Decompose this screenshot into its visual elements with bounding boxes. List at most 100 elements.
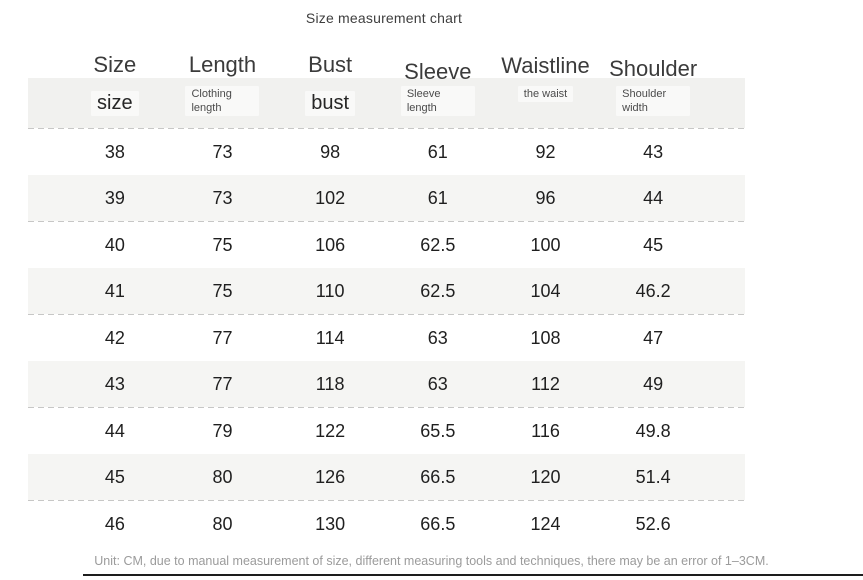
table-row-46: 46 80 130 66.5 124 52.6 (28, 501, 745, 547)
table-cell: 66.5 (420, 466, 456, 487)
table-cell: 116 (531, 420, 560, 441)
table-cell: 39 (104, 187, 125, 208)
table-cell: 110 (315, 280, 345, 301)
bottom-border-line (83, 574, 863, 576)
dashed-divider (28, 128, 745, 129)
subheader-waistline: the waist (492, 78, 600, 128)
table-row-38: 38 73 98 61 92 43 (28, 129, 745, 175)
subheader-length: Clothing length (169, 78, 277, 128)
table-cell: 63 (427, 327, 448, 348)
table-row-42: 42 77 114 63 108 47 (28, 315, 745, 361)
table-row-39: 39 73 102 61 96 44 (28, 175, 745, 221)
column-header-label: Shoulder (609, 56, 698, 81)
table-row-43: 43 77 118 63 112 49 (28, 361, 745, 407)
table-cell: 43 (104, 373, 125, 394)
table-cell: 102 (315, 187, 346, 208)
table-cell: 75 (212, 280, 233, 301)
column-header-size: Size (61, 52, 169, 78)
table-cell: 45 (104, 466, 125, 487)
table-cell: 108 (530, 327, 561, 348)
column-header-label: Length (188, 52, 257, 77)
column-header-label: Sleeve (404, 59, 472, 84)
subheader-bust: bust (276, 78, 384, 128)
table-cell: 61 (427, 187, 448, 208)
table-cell: 75 (212, 234, 233, 255)
size-table: Size Length Bust Sleeve Waistline Shoulder si… (28, 44, 745, 547)
table-cell: 41 (104, 280, 125, 301)
dashed-divider (28, 407, 745, 408)
dashed-divider (28, 500, 745, 501)
table-cell: 52.6 (635, 513, 671, 534)
header-row: Size Length Bust Sleeve Waistline Shoulder (28, 44, 745, 84)
table-cell: 120 (530, 466, 561, 487)
table-cell: 106 (315, 234, 346, 255)
table-cell: 73 (212, 141, 233, 162)
table-cell: 46.2 (635, 280, 671, 301)
subheader-sleeve: Sleeve length (384, 78, 492, 128)
table-cell: 40 (104, 234, 125, 255)
table-cell: 77 (212, 373, 233, 394)
table-row-41: 41 75 110 62.5 104 46.2 (28, 268, 745, 314)
subheader-label: the waist (517, 86, 574, 102)
dashed-divider (28, 314, 745, 315)
table-cell: 96 (535, 187, 556, 208)
column-header-label: Waistline (501, 53, 590, 78)
table-cell: 61 (427, 141, 448, 162)
table-cell: 44 (643, 187, 664, 208)
column-header-waistline: Waistline (492, 52, 600, 78)
table-cell: 98 (320, 141, 341, 162)
table-cell: 42 (104, 327, 125, 348)
table-cell: 73 (212, 187, 233, 208)
table-row-40: 40 75 106 62.5 100 45 (28, 222, 745, 268)
table-cell: 49.8 (635, 420, 671, 441)
table-cell: 112 (531, 373, 560, 394)
table-cell: 62.5 (420, 280, 456, 301)
table-row-44: 44 79 122 65.5 116 49.8 (28, 408, 745, 454)
column-header-label: Size (93, 52, 137, 77)
subheader-label: size (91, 90, 139, 116)
column-header-sleeve: Sleeve (384, 52, 492, 84)
table-cell: 104 (530, 280, 561, 301)
table-cell: 49 (643, 373, 664, 394)
table-cell: 80 (212, 513, 233, 534)
unit-footnote: Unit: CM, due to manual measurement of s… (94, 554, 769, 568)
table-cell: 118 (315, 373, 345, 394)
column-header-label: Bust (308, 52, 353, 77)
column-header-bust: Bust (276, 52, 384, 78)
table-cell: 79 (212, 420, 233, 441)
table-cell: 66.5 (420, 513, 456, 534)
dashed-divider (28, 221, 745, 222)
table-cell: 122 (315, 420, 346, 441)
table-cell: 38 (104, 141, 125, 162)
subheader-label: Clothing length (185, 86, 260, 116)
subheader-label: bust (305, 90, 356, 116)
chart-title: Size measurement chart (305, 10, 463, 26)
table-cell: 126 (315, 466, 346, 487)
table-cell: 100 (530, 234, 561, 255)
table-cell: 43 (643, 141, 664, 162)
column-header-length: Length (169, 52, 277, 78)
table-cell: 130 (315, 513, 346, 534)
table-cell: 62.5 (420, 234, 456, 255)
subheader-shoulder: Shoulder width (599, 78, 707, 128)
subheader-label: Shoulder width (616, 86, 691, 116)
table-cell: 47 (643, 327, 664, 348)
table-cell: 51.4 (635, 466, 671, 487)
table-row-45: 45 80 126 66.5 120 51.4 (28, 454, 745, 500)
subheader-label: Sleeve length (400, 86, 475, 116)
table-cell: 63 (427, 373, 448, 394)
table-cell: 65.5 (420, 420, 456, 441)
table-cell: 80 (212, 466, 233, 487)
table-cell: 114 (315, 327, 345, 348)
table-cell: 92 (535, 141, 556, 162)
column-header-shoulder: Shoulder (599, 52, 707, 81)
table-cell: 46 (104, 513, 125, 534)
table-cell: 45 (643, 234, 664, 255)
subheader-row: size Clothing length bust Sleeve length the … (28, 78, 745, 128)
table-cell: 124 (530, 513, 561, 534)
subheader-size: size (61, 78, 169, 128)
table-cell: 44 (104, 420, 125, 441)
table-cell: 77 (212, 327, 233, 348)
table-body: 38 73 98 61 92 43 39 73 102 61 96 44 40 75 106 62.5 100 4… (28, 128, 745, 547)
